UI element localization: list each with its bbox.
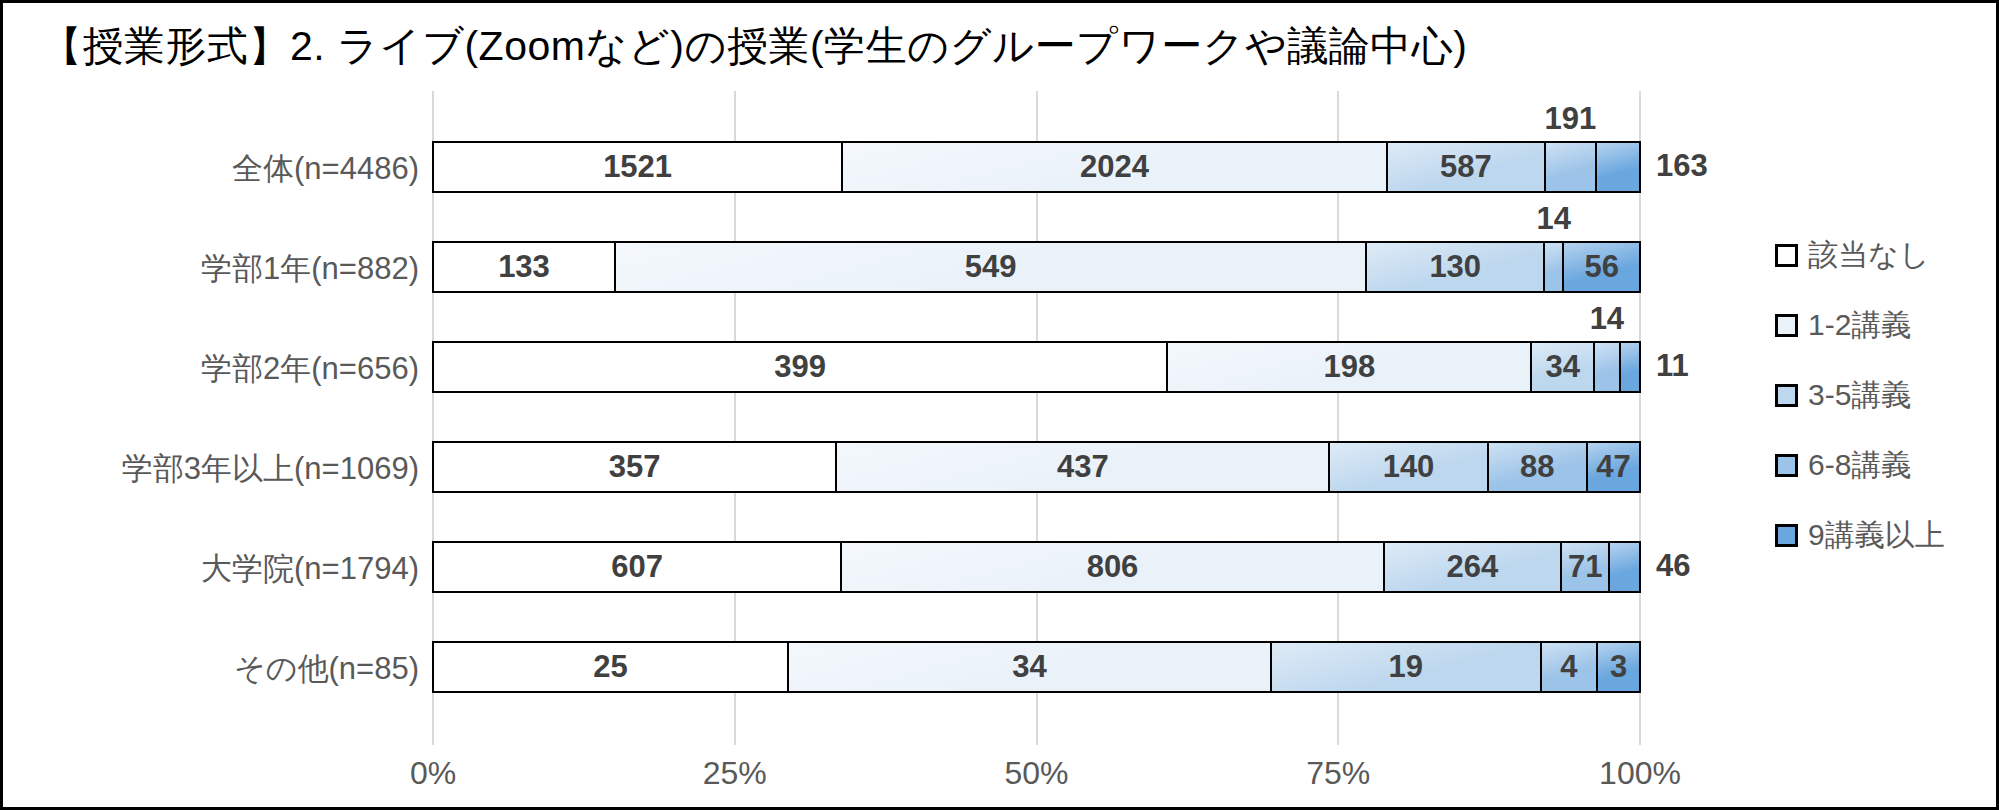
- legend-item: 9講義以上: [1775, 515, 1945, 555]
- bar-segment: [1608, 541, 1641, 593]
- legend-item: 6-8講義: [1775, 445, 1945, 485]
- value-label: 1521: [603, 149, 672, 185]
- bar-segment: 549: [614, 241, 1367, 293]
- bar-segment: [1544, 141, 1597, 193]
- legend-item: 1-2講義: [1775, 305, 1945, 345]
- bar-segment: 399: [432, 341, 1168, 393]
- value-label: 587: [1440, 149, 1492, 185]
- value-label-above: 14: [1590, 301, 1624, 337]
- category-label: 学部1年(n=882): [3, 248, 419, 290]
- value-label: 607: [611, 549, 663, 585]
- category-label: 学部2年(n=656): [3, 348, 419, 390]
- value-label: 140: [1383, 449, 1435, 485]
- bar-segment: 71: [1560, 541, 1610, 593]
- bar-segment: 47: [1586, 441, 1641, 493]
- bar-segment: 587: [1386, 141, 1546, 193]
- legend-swatch-icon: [1775, 314, 1798, 337]
- bar-segment: 3: [1596, 641, 1641, 693]
- bar-segment: 88: [1487, 441, 1588, 493]
- bar-segment: 198: [1166, 341, 1532, 393]
- value-label: 264: [1447, 549, 1499, 585]
- bar-segment: 4: [1540, 641, 1599, 693]
- bar-segment: [1543, 241, 1564, 293]
- value-label: 2024: [1080, 149, 1149, 185]
- value-label-above: 14: [1537, 201, 1571, 237]
- legend-swatch-icon: [1775, 244, 1798, 267]
- x-tick-label: 100%: [1599, 755, 1681, 792]
- bar-segment: 1521: [432, 141, 843, 193]
- legend-label: 9講義以上: [1808, 515, 1945, 556]
- bar-segment: 357: [432, 441, 837, 493]
- legend: 該当なし 1-2講義 3-5講義 6-8講義 9講義以上: [1775, 235, 1945, 585]
- bar-segment: 140: [1328, 441, 1488, 493]
- bar-segment: 25: [432, 641, 789, 693]
- legend-swatch-icon: [1775, 524, 1798, 547]
- bar-segment: 2024: [841, 141, 1388, 193]
- value-label: 549: [965, 249, 1017, 285]
- x-tick-label: 0%: [410, 755, 456, 792]
- legend-label: 3-5講義: [1808, 375, 1911, 416]
- bar-segment: 264: [1383, 541, 1563, 593]
- x-tick-label: 25%: [703, 755, 767, 792]
- value-label: 806: [1087, 549, 1139, 585]
- bar-segment: 806: [840, 541, 1384, 593]
- value-label: 4: [1560, 649, 1577, 685]
- bar-segment: 130: [1365, 241, 1545, 293]
- legend-label: 6-8講義: [1808, 445, 1911, 486]
- bar-segment: 607: [432, 541, 842, 593]
- value-label: 19: [1388, 649, 1422, 685]
- category-label: 全体(n=4486): [3, 148, 419, 190]
- value-label: 71: [1568, 549, 1602, 585]
- legend-label: 1-2講義: [1808, 305, 1911, 346]
- value-label: 34: [1545, 349, 1579, 385]
- value-label-outside: 46: [1656, 548, 1690, 584]
- value-label: 399: [774, 349, 826, 385]
- x-tick-label: 50%: [1004, 755, 1068, 792]
- category-label: 大学院(n=1794): [3, 548, 419, 590]
- value-label-outside: 163: [1656, 148, 1708, 184]
- category-label: その他(n=85): [3, 648, 419, 690]
- legend-swatch-icon: [1775, 384, 1798, 407]
- bar-segment: 437: [835, 441, 1330, 493]
- value-label: 56: [1584, 249, 1618, 285]
- value-label: 437: [1057, 449, 1109, 485]
- value-label: 88: [1520, 449, 1554, 485]
- value-label: 198: [1323, 349, 1375, 385]
- value-label: 133: [498, 249, 550, 285]
- value-label: 34: [1012, 649, 1046, 685]
- legend-item: 該当なし: [1775, 235, 1945, 275]
- value-label-outside: 11: [1656, 348, 1689, 384]
- bar-segment: [1619, 341, 1641, 393]
- bar-segment: 19: [1270, 641, 1542, 693]
- legend-swatch-icon: [1775, 454, 1798, 477]
- bar-segment: 34: [787, 641, 1272, 693]
- bar-segment: 34: [1530, 341, 1595, 393]
- legend-label: 該当なし: [1808, 235, 1929, 276]
- bar-segment: 56: [1562, 241, 1641, 293]
- value-label: 3: [1610, 649, 1627, 685]
- x-tick-label: 75%: [1306, 755, 1370, 792]
- chart-canvas: 【授業形式】2. ライブ(Zoomなど)の授業(学生のグループワークや議論中心)…: [0, 0, 1999, 810]
- value-label: 25: [593, 649, 627, 685]
- value-label-above: 191: [1545, 101, 1597, 137]
- legend-item: 3-5講義: [1775, 375, 1945, 415]
- value-label: 357: [609, 449, 661, 485]
- bar-segment: [1593, 341, 1621, 393]
- bar-segment: [1595, 141, 1641, 193]
- value-label: 130: [1429, 249, 1481, 285]
- plot-area: 全体(n=4486) 1521 2024 587 191 163 学部1年(n=882) 13…: [3, 3, 1999, 810]
- bar-segment: 133: [432, 241, 616, 293]
- value-label: 47: [1596, 449, 1630, 485]
- category-label: 学部3年以上(n=1069): [3, 448, 419, 490]
